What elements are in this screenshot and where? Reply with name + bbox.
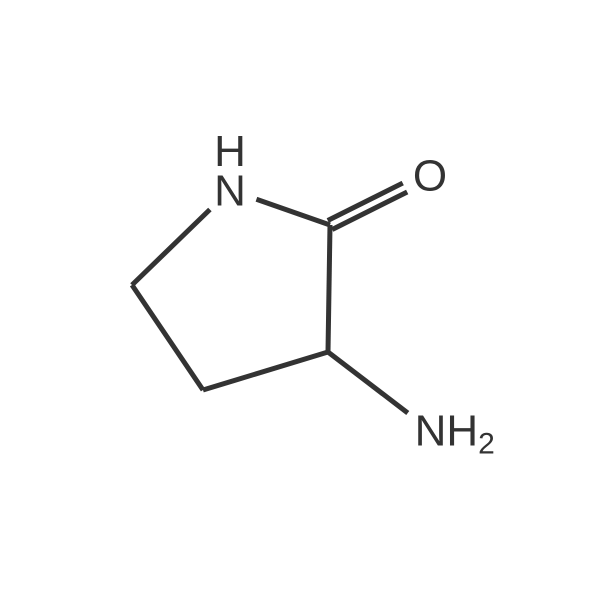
bond-N_ring-C2 (256, 199, 330, 225)
bond-C5-N_ring (132, 209, 210, 285)
svg-text:NH2: NH2 (415, 406, 495, 460)
bond-C2-C3 (328, 225, 330, 352)
molecule-canvas: NH O NH2 (0, 0, 600, 600)
svg-text:H: H (214, 127, 246, 176)
bond-C3-N_amino (328, 352, 408, 413)
atom-label-N_ring: NH (214, 127, 246, 216)
atom-label-N_amino: NH2 (415, 406, 495, 460)
bond-C3-C4 (203, 352, 328, 390)
atom-label-O: O (413, 151, 447, 200)
svg-text:O: O (413, 151, 447, 200)
bond-C4-C5 (132, 285, 203, 390)
